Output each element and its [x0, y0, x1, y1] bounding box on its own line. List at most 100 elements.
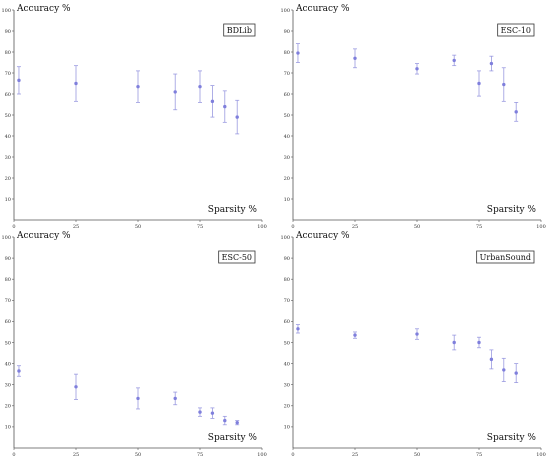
data-point	[74, 65, 78, 102]
marker	[136, 84, 140, 89]
y-tick-label: 70	[5, 298, 11, 304]
panel-title: ESC-10	[501, 26, 531, 35]
marker	[489, 357, 494, 362]
data-point	[210, 407, 215, 419]
marker	[173, 396, 177, 401]
x-tick-label: 100	[257, 452, 267, 458]
data-point	[477, 336, 481, 349]
x-tick-label: 50	[135, 452, 141, 458]
data-point	[452, 54, 457, 67]
marker	[136, 396, 140, 401]
y-tick-label: 60	[284, 319, 290, 325]
y-tick-label: 30	[284, 155, 290, 161]
x-tick-label: 0	[12, 452, 15, 458]
y-tick-label: 60	[5, 319, 11, 325]
data-point	[198, 407, 202, 417]
panel-title-box	[223, 23, 256, 37]
data-point	[16, 365, 21, 377]
x-tick-label: 75	[476, 224, 482, 230]
data-point	[16, 66, 21, 95]
data-point	[222, 90, 227, 123]
y-tick-label: 10	[284, 425, 290, 431]
y-axis-title: Accuracy %	[16, 4, 71, 14]
data-point	[415, 63, 419, 75]
y-tick-label: 30	[5, 383, 11, 389]
chart-panel-1: 10 20 30 40 50 60 70 80 90 100 0 25 50 75 100 Accuracy …	[1, 4, 266, 230]
y-axis-title: Accuracy %	[295, 4, 350, 14]
marker	[198, 410, 202, 414]
data-point	[514, 102, 519, 122]
marker	[477, 81, 481, 86]
panel-title: ESC-50	[222, 253, 252, 262]
panel-title-box	[218, 250, 256, 264]
marker	[296, 327, 300, 331]
data-point	[222, 415, 227, 426]
x-tick-label: 50	[414, 452, 420, 458]
data-point	[415, 328, 419, 340]
x-axis-title: Sparsity %	[487, 205, 537, 215]
marker	[514, 110, 518, 114]
y-tick-label: 60	[284, 92, 290, 98]
x-tick-label: 100	[257, 224, 267, 230]
x-tick-label: 25	[73, 452, 79, 458]
marker	[235, 420, 239, 425]
x-tick-label: 25	[352, 452, 358, 458]
marker	[477, 340, 481, 345]
marker	[415, 332, 419, 336]
marker	[415, 67, 419, 71]
x-tick-label: 75	[197, 224, 203, 230]
chart-panel-2: 10 20 30 40 50 60 70 80 90 100 0 25 50 75 100 Accuracy …	[280, 4, 545, 230]
marker	[502, 368, 506, 372]
data-point	[353, 48, 357, 69]
data-point	[198, 70, 202, 103]
data-point	[136, 387, 140, 410]
x-tick-label: 50	[414, 224, 420, 230]
marker	[17, 78, 21, 83]
data-point	[173, 391, 178, 406]
marker	[452, 340, 456, 345]
marker	[17, 369, 21, 373]
y-tick-label: 40	[284, 361, 290, 367]
x-tick-label: 100	[536, 224, 546, 230]
data-point	[235, 420, 240, 426]
y-axis-title: Accuracy %	[16, 231, 71, 241]
x-tick-label: 25	[352, 224, 358, 230]
x-axis-title: Sparsity %	[487, 433, 537, 443]
data-point	[295, 324, 300, 334]
marker	[452, 58, 456, 63]
marker	[223, 104, 227, 109]
data-point	[235, 99, 240, 135]
data-point	[452, 334, 457, 351]
x-axis-title: Sparsity %	[208, 205, 258, 215]
marker	[74, 385, 78, 389]
panel-title: BDLib	[227, 26, 252, 35]
y-tick-label: 10	[284, 197, 290, 203]
marker	[514, 371, 518, 375]
y-tick-label: 100	[1, 235, 11, 241]
y-tick-label: 50	[284, 113, 290, 119]
x-tick-label: 50	[135, 224, 141, 230]
y-tick-label: 60	[5, 92, 11, 98]
y-tick-label: 50	[5, 340, 11, 346]
marker	[489, 61, 494, 66]
y-tick-label: 50	[5, 113, 11, 119]
y-tick-label: 80	[284, 277, 290, 283]
y-tick-label: 90	[5, 256, 11, 262]
y-tick-label: 100	[1, 8, 11, 14]
y-tick-label: 80	[284, 50, 290, 56]
data-point	[173, 73, 178, 111]
marker	[353, 333, 357, 337]
y-tick-label: 100	[280, 235, 290, 241]
y-tick-label: 90	[284, 29, 290, 35]
y-tick-label: 20	[5, 404, 11, 410]
y-tick-label: 40	[5, 134, 11, 140]
marker	[210, 411, 215, 415]
data-point	[295, 43, 300, 63]
y-tick-label: 50	[284, 340, 290, 346]
marker	[198, 84, 202, 89]
data-point	[489, 349, 494, 370]
chart-panel-4: 10 20 30 40 50 60 70 80 90 100 0 25 50 75 100 Accuracy …	[280, 231, 545, 458]
marker	[74, 81, 78, 86]
